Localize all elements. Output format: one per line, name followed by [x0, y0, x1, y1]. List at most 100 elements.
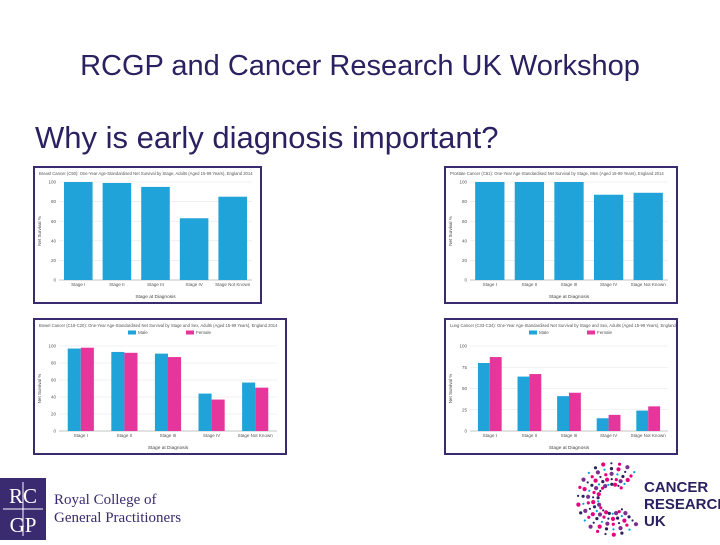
bar-female [255, 387, 269, 431]
x-axis-label: Stage at Diagnosis [148, 445, 189, 451]
x-tick-label: Stage II [109, 282, 125, 287]
chart-panel-lung: Lung Cancer (C33-C34): One-Year Age-Stan… [444, 318, 678, 455]
y-tick-label: 20 [51, 258, 57, 263]
cruk-logo-mark: CANCER RESEARCH UK [576, 462, 720, 537]
y-tick-label: 100 [459, 344, 467, 349]
cruk-dot [610, 482, 614, 486]
x-tick-label: Stage IV [600, 282, 617, 287]
legend-swatch [529, 330, 537, 335]
bar-male [636, 410, 649, 431]
cruk-dot [588, 507, 591, 510]
cruk-dot [582, 502, 585, 505]
cruk-c-mark-icon [576, 462, 639, 537]
cruk-dot [587, 471, 590, 474]
cruk-dot [633, 522, 639, 527]
legend-label: Male [539, 330, 549, 335]
cruk-dot [617, 510, 621, 514]
cruk-dot [602, 515, 606, 519]
cruk-dot [600, 520, 603, 523]
cruk-dot [592, 496, 595, 499]
slide-subtitle: Why is early diagnosis important? [35, 120, 499, 155]
y-tick-label: 0 [53, 278, 56, 283]
cruk-dot [611, 512, 614, 515]
bar [633, 192, 663, 280]
bar-female [489, 357, 502, 431]
bar [179, 218, 209, 280]
y-tick-label: 0 [464, 429, 467, 434]
cruk-dot [579, 511, 583, 515]
cruk-dot [614, 511, 619, 516]
bar [64, 182, 93, 280]
cruk-dot [613, 482, 618, 487]
y-tick-label: 80 [51, 361, 57, 366]
cruk-dot [581, 494, 585, 498]
cruk-dot [586, 494, 591, 499]
cruk-dot [604, 532, 607, 536]
bar-female [648, 406, 661, 431]
y-tick-label: 60 [51, 219, 57, 224]
x-tick-label: Stage II [522, 282, 538, 287]
cruk-dot [590, 512, 595, 517]
x-axis-label: Stage at Diagnosis [549, 445, 590, 451]
cruk-dot [617, 484, 620, 487]
cruk-dot [597, 502, 602, 507]
bar-male [596, 418, 609, 431]
legend-swatch [587, 330, 595, 335]
y-tick-label: 80 [462, 199, 468, 204]
cruk-dot [587, 515, 591, 519]
cruk-dot [596, 492, 601, 497]
cruk-dot [578, 485, 582, 489]
cruk-dot [588, 489, 591, 492]
y-tick-label: 50 [462, 386, 468, 391]
cruk-dot [599, 475, 602, 479]
y-tick-label: 100 [48, 180, 56, 185]
cruk-dot [593, 466, 598, 470]
rcgp-logo: RC GP Royal College of General Practitio… [0, 478, 260, 540]
x-tick-label: Stage Not Known [631, 433, 667, 438]
cruk-dot [616, 473, 619, 476]
y-tick-label: 20 [51, 412, 57, 417]
cruk-dot [601, 462, 606, 467]
x-tick-label: Stage I [71, 282, 85, 287]
cruk-dot [590, 475, 594, 479]
x-tick-label: Stage I [483, 433, 497, 438]
cruk-dot [609, 471, 614, 476]
cruk-dot [623, 511, 628, 516]
y-tick-label: 80 [51, 199, 57, 204]
cruk-dot [595, 509, 598, 513]
y-axis-label: Net Survival % [448, 216, 453, 246]
x-tick-label: Stage IV [600, 433, 617, 438]
cruk-dot [605, 477, 610, 482]
slide-title: RCGP and Cancer Research UK Workshop [80, 50, 640, 82]
cruk-dot [622, 518, 627, 523]
bar-female [80, 347, 94, 431]
cruk-dot [603, 484, 608, 489]
x-tick-label: Stage IV [185, 282, 202, 287]
legend-label: Male [138, 330, 148, 335]
chart-panel-prostate: Prostate Cancer (C61): One-Year Age-Stan… [444, 166, 678, 304]
y-tick-label: 75 [462, 365, 468, 370]
y-axis-label: Net Survival % [37, 374, 42, 404]
cruk-dot [629, 474, 633, 478]
cruk-dot [599, 489, 602, 493]
cruk-dot [597, 512, 603, 517]
bar-male [67, 348, 81, 431]
bar-male [198, 393, 212, 431]
bar-male [154, 353, 168, 431]
cruk-dot [581, 477, 586, 482]
rcgp-mark-bottom: GP [10, 513, 37, 537]
x-axis-label: Stage at Diagnosis [549, 294, 590, 300]
x-tick-label: Stage Not Known [238, 433, 274, 438]
cruk-line3: UK [644, 513, 666, 530]
cruk-dot [593, 478, 598, 483]
chart-title: Bowel Cancer (C18-C20): One-Year Age-Sta… [39, 323, 278, 328]
y-tick-label: 40 [51, 395, 57, 400]
cruk-dot [607, 483, 610, 486]
x-tick-label: Stage III [561, 433, 578, 438]
y-tick-label: 0 [464, 278, 467, 283]
bar [514, 182, 545, 280]
cruk-dot [591, 500, 596, 505]
bar [593, 194, 624, 280]
cruk-dot [601, 480, 605, 484]
bar-female [168, 357, 182, 431]
